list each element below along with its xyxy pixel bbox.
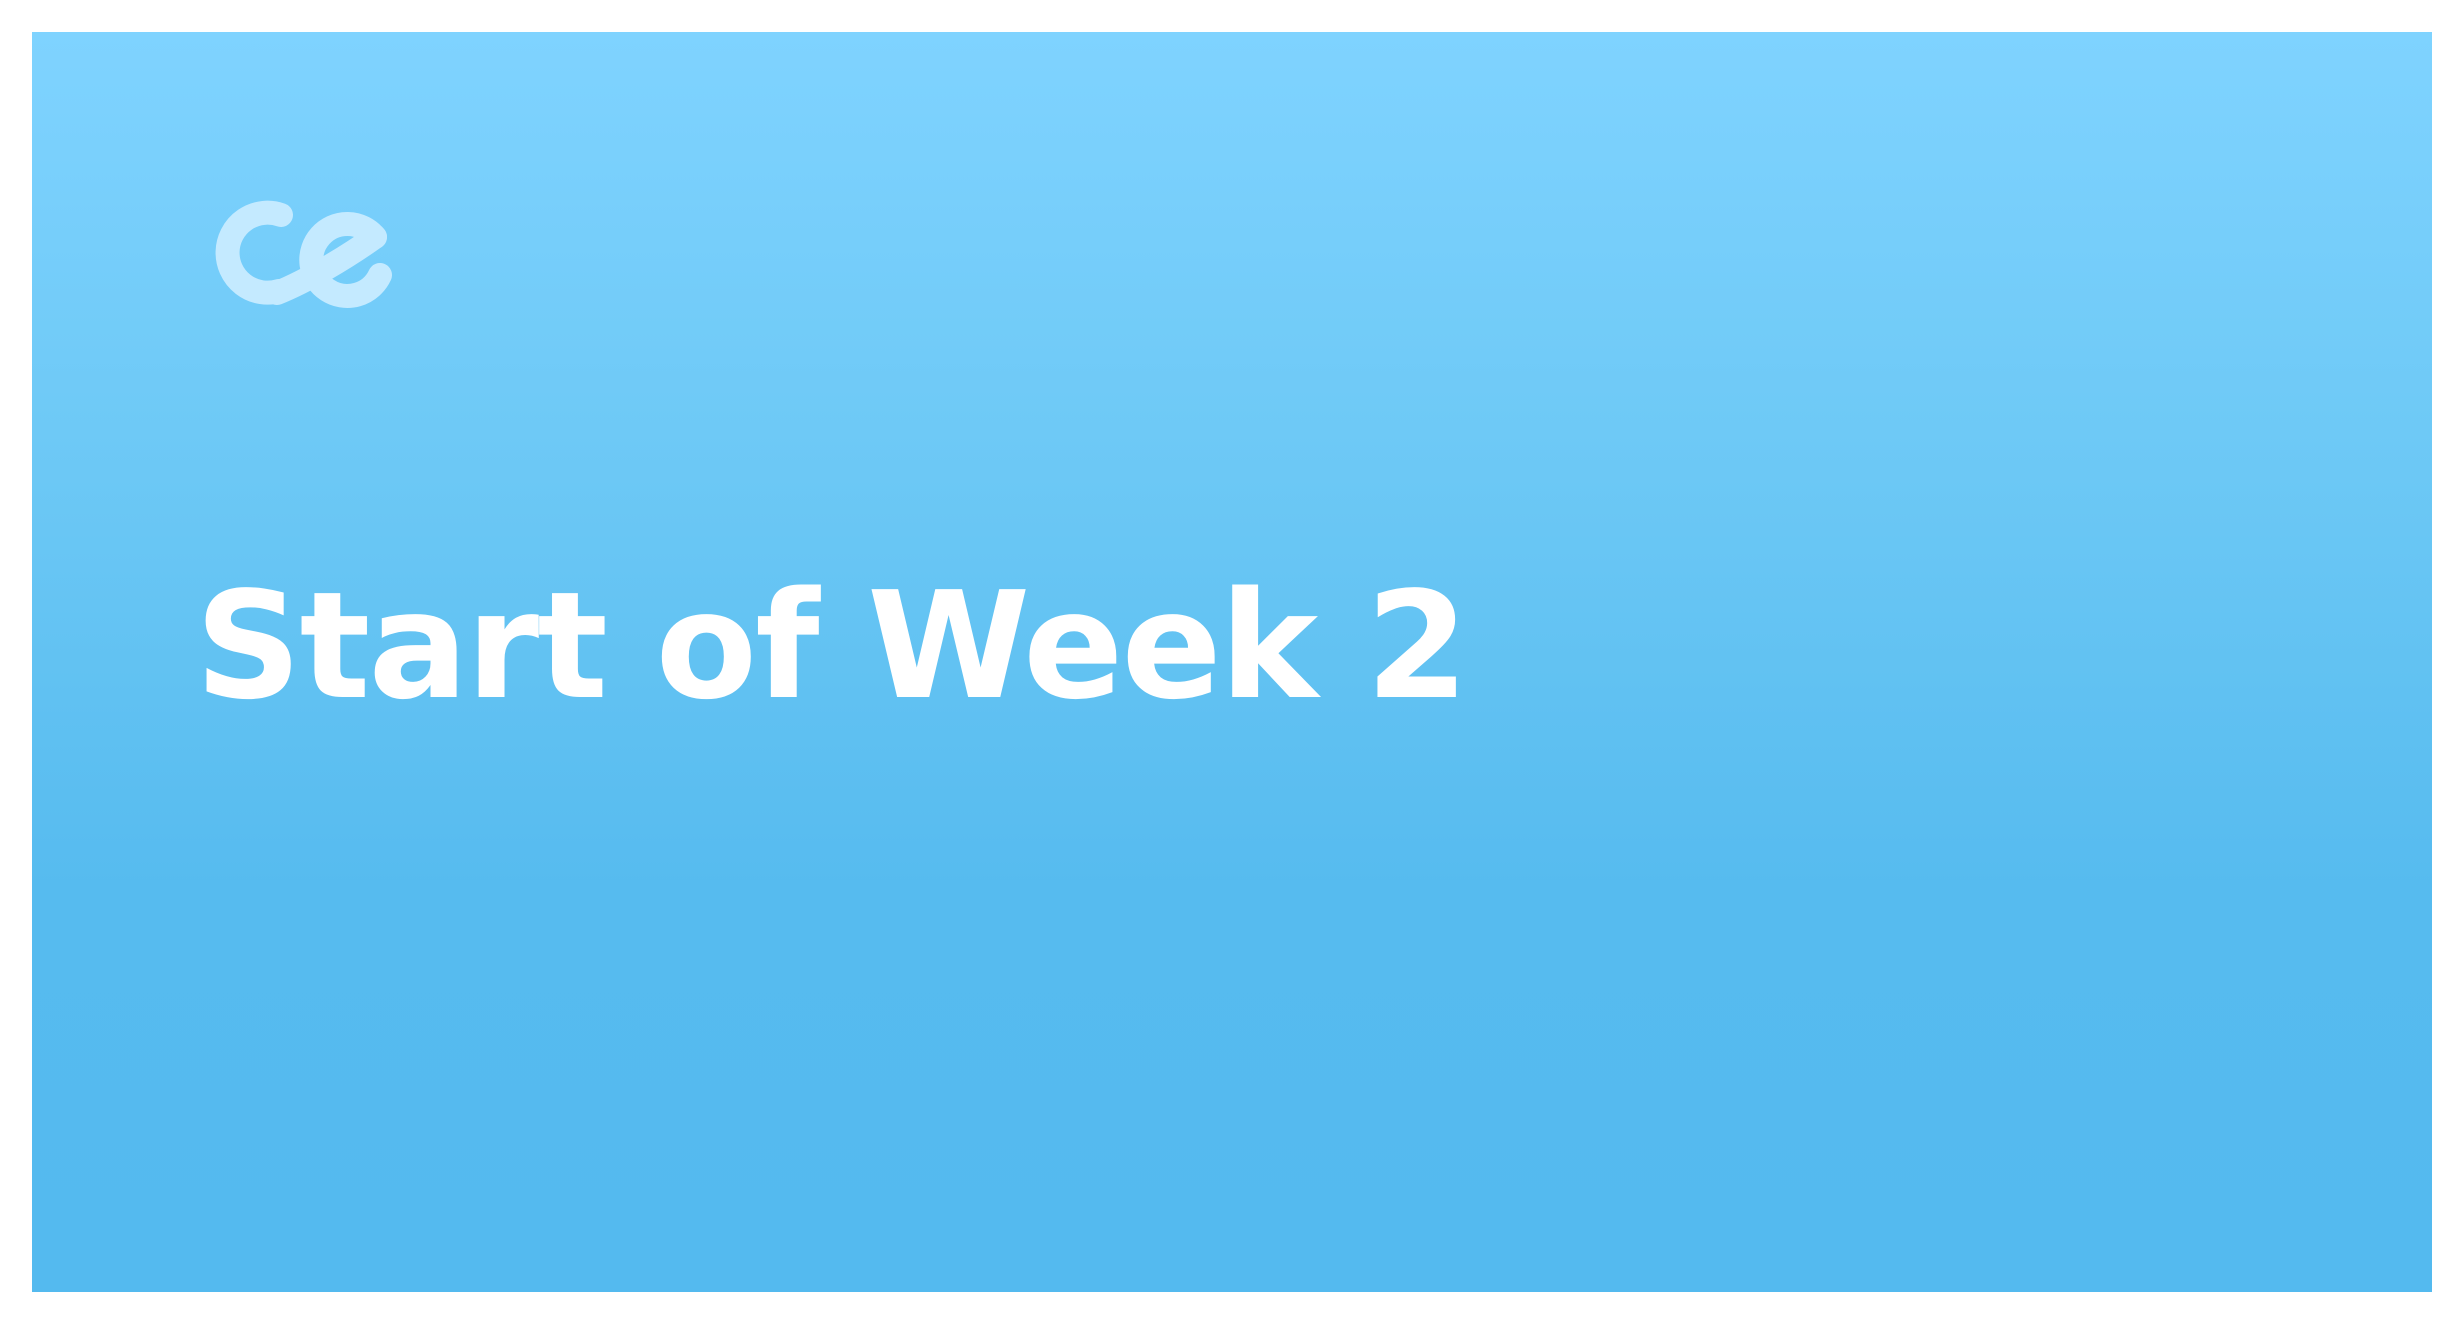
title-slide: Start of Week 2 [32,32,2432,1292]
slide-title: Start of Week 2 [195,560,1469,732]
ce-logo-icon [197,195,397,325]
